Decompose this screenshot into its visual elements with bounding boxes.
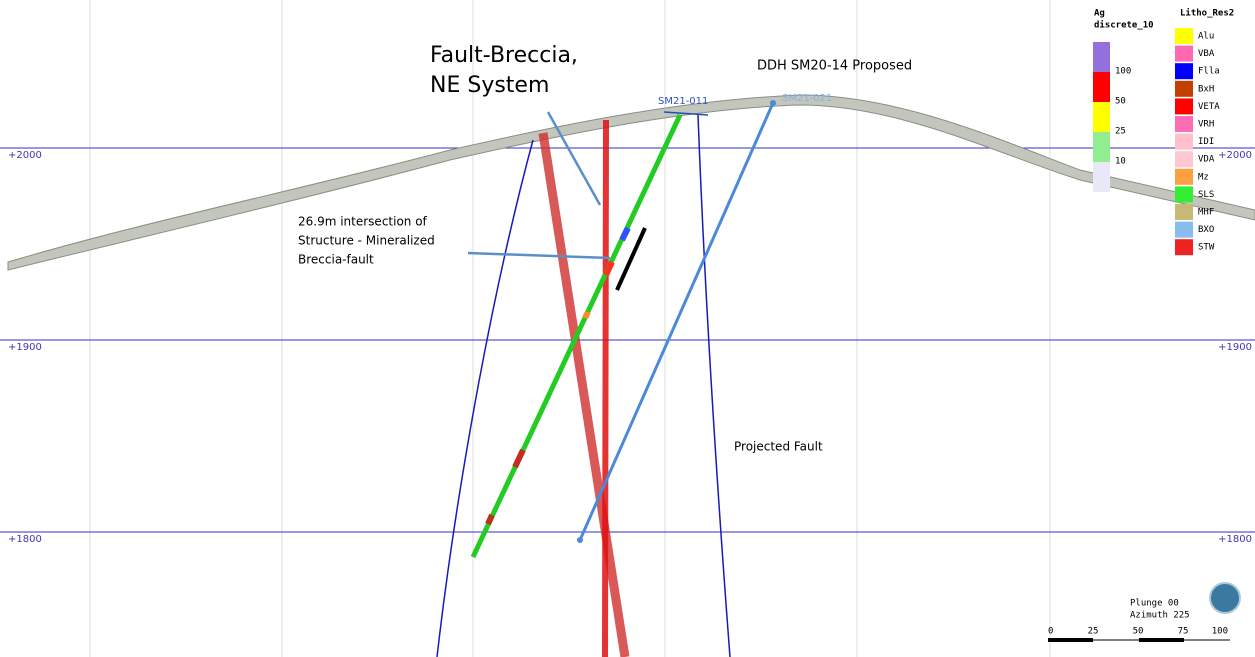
legend-label: VDA: [1198, 155, 1215, 165]
annotation: Fault-Breccia,: [430, 43, 578, 68]
scale-label: 100: [1212, 627, 1228, 637]
legend-label: Alu: [1198, 32, 1214, 42]
annotation: DDH SM20-14 Proposed: [757, 59, 912, 74]
drill-hole-label: SM21-011: [658, 96, 708, 107]
section-view: +2000 +1900 +1800 +2000 +1900 +1800 SM21…: [0, 0, 1255, 657]
legend-label: 25: [1115, 127, 1126, 137]
legend-label: VRH: [1198, 120, 1214, 130]
legend-swatch: [1175, 63, 1193, 79]
legend-title: Litho_Res2: [1180, 8, 1234, 19]
scale-label: 25: [1088, 627, 1099, 637]
legend-swatch: [1175, 98, 1193, 114]
legend-label: STW: [1198, 243, 1215, 253]
annotation: Breccia-fault: [298, 253, 374, 267]
legend-label: 50: [1115, 97, 1126, 107]
legend-swatch: [1175, 116, 1193, 132]
elevation-label: +2000: [8, 150, 42, 161]
collar: [770, 100, 776, 106]
elevation-label: +1800: [1218, 534, 1252, 545]
legend-label: 100: [1115, 67, 1131, 77]
legend-swatch: [1175, 222, 1193, 238]
legend-swatch: [1175, 204, 1193, 220]
scale-label: 0: [1048, 627, 1053, 637]
legend-label: Flla: [1198, 67, 1220, 77]
hole-end: [577, 537, 583, 543]
legend-label: Mz: [1198, 172, 1209, 182]
azimuth: Azimuth 225: [1130, 611, 1190, 621]
elevation-label: +1900: [1218, 342, 1252, 353]
legend-label: BxH: [1198, 84, 1214, 94]
legend-swatch: [1175, 46, 1193, 62]
scale-label: 75: [1178, 627, 1189, 637]
legend-swatch: [1175, 169, 1193, 185]
annotation: NE System: [430, 73, 549, 98]
legend-label: MHF: [1198, 208, 1214, 218]
fault-plane: [605, 120, 606, 657]
legend-swatch: [1093, 162, 1110, 192]
legend-label: IDI: [1198, 137, 1214, 147]
legend-swatch: [1093, 102, 1110, 132]
legend-swatch: [1093, 42, 1110, 72]
elevation-label: +2000: [1218, 150, 1252, 161]
legend-swatch: [1093, 132, 1110, 162]
compass-globe: [1210, 583, 1240, 613]
legend-swatch: [1093, 72, 1110, 102]
legend-swatch: [1175, 151, 1193, 167]
annotation: Structure - Mineralized: [298, 234, 435, 248]
legend-swatch: [1175, 134, 1193, 150]
legend-label: VBA: [1198, 49, 1215, 59]
legend-title: discrete_10: [1094, 20, 1154, 31]
legend-swatch: [1175, 239, 1193, 255]
elevation-label: +1900: [8, 342, 42, 353]
annotation: Projected Fault: [734, 440, 823, 454]
plunge: Plunge 00: [1130, 599, 1179, 609]
legend-title: Ag: [1094, 9, 1105, 19]
legend-label: VETA: [1198, 102, 1220, 112]
drill-hole-label: SM21-021: [782, 93, 832, 104]
legend-label: BXO: [1198, 225, 1214, 235]
annotation: 26.9m intersection of: [298, 215, 428, 229]
legend-swatch: [1175, 186, 1193, 202]
legend-swatch: [1175, 28, 1193, 44]
legend-swatch: [1175, 81, 1193, 97]
elevation-label: +1800: [8, 534, 42, 545]
background: [0, 0, 1255, 657]
scale-label: 50: [1133, 627, 1144, 637]
legend-label: 10: [1115, 157, 1126, 167]
legend-label: SLS: [1198, 190, 1214, 200]
